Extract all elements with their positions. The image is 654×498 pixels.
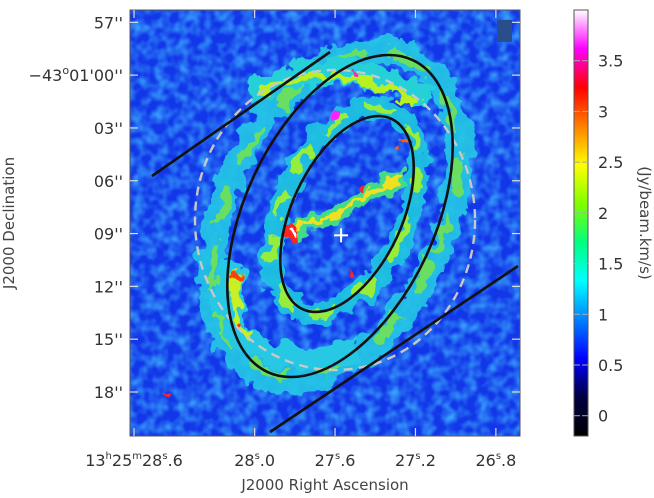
dec-tick-label: 09'' — [94, 225, 123, 244]
dec-tick-label: −43o01'00'' — [29, 64, 123, 85]
colorbar-gradient — [573, 9, 589, 437]
colorbar-tick-label: 1.5 — [598, 255, 623, 274]
plot-frame — [129, 9, 521, 437]
beam-marker — [497, 20, 512, 42]
ra-tick-label: 13h25m28s.6 — [85, 451, 183, 470]
ra-tick-label: 26s.8 — [475, 451, 516, 470]
colorbar-tick-label: 1 — [598, 305, 608, 324]
dec-tick-label: 15'' — [94, 330, 123, 349]
y-axis-title: J2000 Declination — [0, 157, 18, 290]
colorbar-tick-label: 0.5 — [598, 356, 623, 375]
ra-tick-label: 27s.2 — [395, 451, 436, 470]
dec-tick-label: 57'' — [94, 13, 123, 32]
dec-tick-label: 03'' — [94, 119, 123, 138]
colorbar-unit-label: (Jy/beam.km/s) — [636, 166, 654, 280]
colorbar-tick-label: 2 — [598, 204, 608, 223]
ra-tick-label: 27s.6 — [315, 451, 356, 470]
inner-ellipse — [278, 114, 416, 314]
colorbar-ticks: 0 0.5 1 1.5 2 2.5 3 3.5 — [574, 52, 623, 426]
emission-map — [130, 10, 520, 436]
colorbar-tick-label: 0 — [598, 407, 608, 426]
dec-tick-label: 06'' — [94, 172, 123, 191]
outer-ellipse — [226, 53, 454, 379]
center-cross-marker — [334, 228, 349, 243]
colorbar-tick-label: 3 — [598, 102, 608, 121]
colorbar-tick-label: 3.5 — [598, 52, 623, 71]
colorbar-tick-label: 2.5 — [598, 153, 623, 172]
dec-tick-label: 18'' — [94, 383, 123, 402]
dashed-ellipse — [193, 68, 477, 372]
dec-axis: 57'' −43o01'00'' 03'' 06'' 09'' 12'' 15'' 18'' — [29, 13, 520, 402]
lower-slit-line — [269, 264, 519, 434]
upper-slit-line — [151, 50, 331, 178]
ra-axis: 13h25m28s.6 28s.0 27s.6 27s.2 26s.8 — [85, 10, 516, 470]
colorbar: 0 0.5 1 1.5 2 2.5 3 3.5 (Jy/beam.km/s) — [573, 9, 654, 437]
ra-tick-label: 28s.0 — [234, 451, 275, 470]
dec-tick-label: 12'' — [94, 277, 123, 296]
x-axis-title: J2000 Right Ascension — [240, 476, 408, 494]
